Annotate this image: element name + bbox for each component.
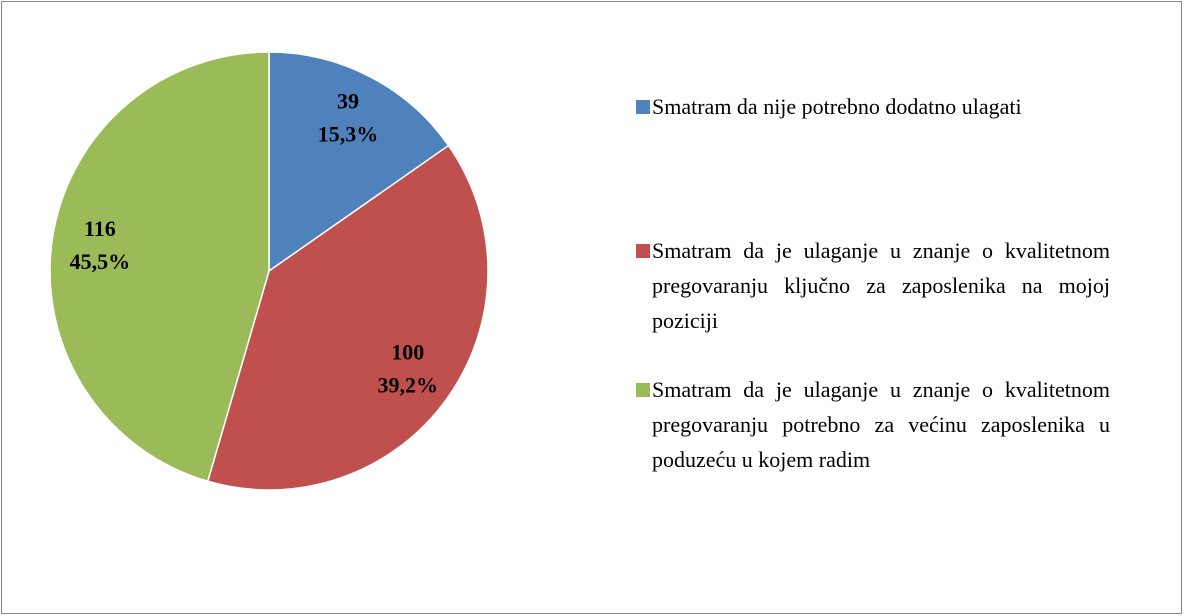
legend-label: Smatram da je ulaganje u znanje o kvalit…: [652, 377, 1110, 472]
legend-label: Smatram da je ulaganje u znanje o kvalit…: [652, 238, 1110, 333]
legend-swatch: [636, 100, 650, 114]
data-label: 100: [391, 340, 424, 365]
legend-item: Smatram da je ulaganje u znanje o kvalit…: [636, 372, 1110, 477]
pie-slice: [49, 51, 270, 483]
pie-slice: [268, 51, 450, 273]
legend-swatch: [636, 383, 650, 397]
data-label: 116: [84, 216, 116, 241]
legend-swatch: [636, 244, 650, 258]
percent-label: 45,5%: [70, 249, 131, 274]
percent-label: 15,3%: [318, 122, 379, 147]
pie-slice: [206, 144, 489, 491]
legend-item: Smatram da nije potrebno dodatno ulagati: [636, 89, 1110, 124]
data-label: 39: [337, 89, 359, 114]
legend-label: Smatram da nije potrebno dodatno ulagati: [652, 94, 1022, 119]
percent-label: 39,2%: [378, 373, 439, 398]
legend-item: Smatram da je ulaganje u znanje o kvalit…: [636, 233, 1110, 338]
